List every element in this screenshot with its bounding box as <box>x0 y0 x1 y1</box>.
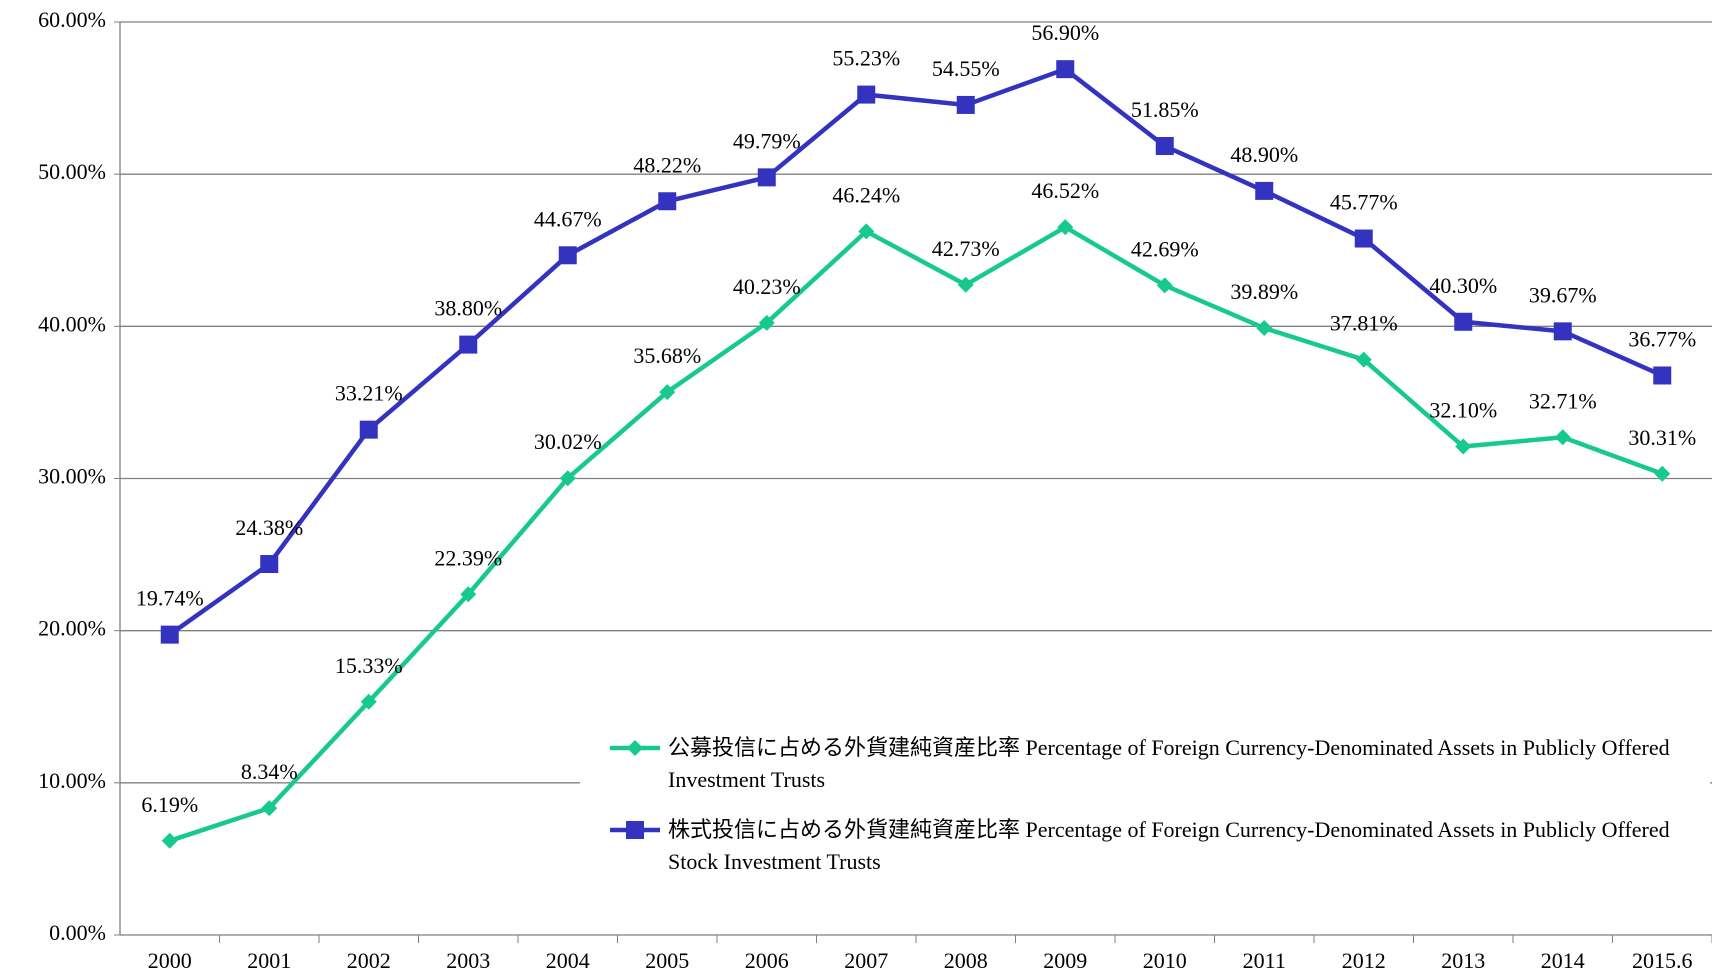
data-label: 30.31% <box>1628 425 1696 450</box>
data-label: 49.79% <box>733 128 801 153</box>
marker <box>1057 219 1074 236</box>
y-tick-label: 0.00% <box>49 920 106 945</box>
legend-box <box>580 722 1710 882</box>
data-label: 39.67% <box>1529 282 1597 307</box>
marker <box>1654 465 1671 482</box>
x-tick-label: 2008 <box>944 948 988 973</box>
data-label: 37.81% <box>1330 311 1398 336</box>
data-label: 32.10% <box>1429 398 1497 423</box>
data-label: 36.77% <box>1628 327 1696 352</box>
marker <box>858 223 875 240</box>
data-label: 46.24% <box>832 182 900 207</box>
data-label: 44.67% <box>534 206 602 231</box>
x-tick-label: 2003 <box>446 948 490 973</box>
x-tick-label: 2006 <box>745 948 789 973</box>
marker <box>161 832 178 849</box>
marker <box>1354 229 1373 248</box>
y-tick-label: 10.00% <box>38 768 106 793</box>
marker <box>1455 438 1472 455</box>
data-label: 40.30% <box>1429 273 1497 298</box>
marker <box>757 168 776 187</box>
x-tick-label: 2001 <box>247 948 291 973</box>
data-label: 54.55% <box>932 56 1000 81</box>
x-tick-label: 2011 <box>1243 948 1286 973</box>
data-label: 33.21% <box>335 381 403 406</box>
y-tick-label: 30.00% <box>38 464 106 489</box>
y-tick-label: 60.00% <box>38 7 106 32</box>
data-label: 48.22% <box>633 152 701 177</box>
data-label: 42.73% <box>932 236 1000 261</box>
marker <box>957 276 974 293</box>
data-label: 24.38% <box>235 515 303 540</box>
marker <box>626 821 644 839</box>
marker <box>1653 366 1672 385</box>
marker <box>1553 322 1572 341</box>
data-label: 40.23% <box>733 274 801 299</box>
data-label: 56.90% <box>1031 20 1099 45</box>
x-tick-label: 2015.6 <box>1632 948 1693 973</box>
x-tick-label: 2014 <box>1541 948 1585 973</box>
marker <box>1355 351 1372 368</box>
legend-label: 公募投信に占める外貨建純資産比率 Percentage of Foreign C… <box>668 735 1670 792</box>
marker <box>1155 137 1174 156</box>
marker <box>659 384 676 401</box>
data-label: 32.71% <box>1529 388 1597 413</box>
data-label: 48.90% <box>1230 142 1298 167</box>
marker <box>956 95 975 114</box>
marker <box>1554 429 1571 446</box>
data-label: 55.23% <box>832 46 900 71</box>
y-tick-label: 40.00% <box>38 311 106 336</box>
x-tick-label: 2002 <box>347 948 391 973</box>
series-line <box>169 224 1664 843</box>
marker <box>558 246 577 265</box>
data-label: 30.02% <box>534 429 602 454</box>
marker <box>857 85 876 104</box>
marker <box>260 555 279 574</box>
data-label: 6.19% <box>141 792 198 817</box>
x-tick-label: 2004 <box>546 948 590 973</box>
marker <box>1256 320 1273 337</box>
marker <box>1255 181 1274 200</box>
marker <box>459 335 478 354</box>
marker <box>261 800 278 817</box>
marker <box>627 740 643 756</box>
data-label: 39.89% <box>1230 279 1298 304</box>
data-label: 19.74% <box>136 586 204 611</box>
data-label: 51.85% <box>1131 97 1199 122</box>
marker <box>1156 277 1173 294</box>
x-tick-label: 2005 <box>645 948 689 973</box>
marker <box>460 586 477 603</box>
x-tick-label: 2000 <box>148 948 192 973</box>
data-label: 38.80% <box>434 296 502 321</box>
marker <box>360 693 377 710</box>
marker <box>359 420 378 439</box>
marker <box>559 470 576 487</box>
data-label: 8.34% <box>241 759 298 784</box>
x-tick-label: 2007 <box>844 948 888 973</box>
marker <box>160 625 179 644</box>
marker <box>1454 312 1473 331</box>
data-label: 46.52% <box>1031 178 1099 203</box>
marker <box>1056 60 1075 79</box>
x-tick-label: 2012 <box>1342 948 1386 973</box>
marker <box>658 192 677 211</box>
legend-label: 株式投信に占める外貨建純資産比率 Percentage of Foreign C… <box>668 817 1670 874</box>
x-tick-label: 2013 <box>1441 948 1485 973</box>
x-tick-label: 2010 <box>1143 948 1187 973</box>
data-label: 42.69% <box>1131 236 1199 261</box>
data-label: 22.39% <box>434 545 502 570</box>
data-label: 35.68% <box>633 343 701 368</box>
marker <box>758 314 775 331</box>
series-line <box>168 66 1664 637</box>
y-tick-label: 20.00% <box>38 616 106 641</box>
data-label: 45.77% <box>1330 190 1398 215</box>
x-tick-label: 2009 <box>1043 948 1087 973</box>
data-label: 15.33% <box>335 653 403 678</box>
y-tick-label: 50.00% <box>38 159 106 184</box>
